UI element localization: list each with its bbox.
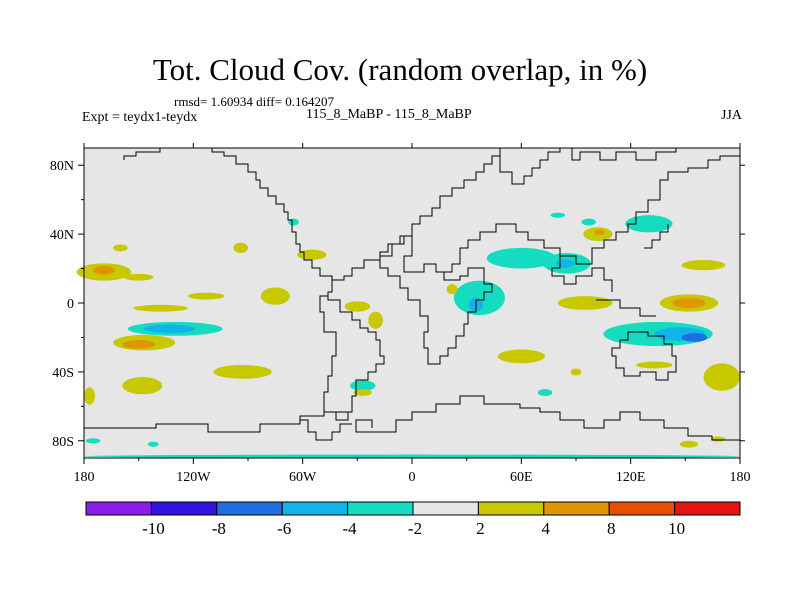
colorbar-label: 4 (542, 519, 551, 538)
coastline-japan (644, 224, 669, 249)
coastline-layer (84, 147, 740, 441)
x-tick-label: 120W (176, 470, 211, 485)
axes-layer: 180 120W 60W 0 60E 120E 180 80N 40N 0 40S 80S (50, 143, 751, 485)
y-tick-label: 0 (67, 297, 74, 312)
x-tick-label: 60W (289, 470, 317, 485)
colorbar-swatch (85, 501, 152, 516)
experiment-label: Expt = teydx1-teydx (82, 110, 198, 125)
anomaly-region (497, 349, 546, 364)
anomaly-region (113, 244, 128, 252)
anomaly-region (672, 297, 706, 309)
colorbar-swatch (216, 501, 283, 516)
anomaly-region (84, 387, 95, 405)
y-tick-label: 40N (50, 228, 74, 243)
season-label: JJA (720, 108, 742, 123)
anomaly-region (122, 377, 163, 395)
anomaly-region (594, 229, 606, 235)
anomaly-region (124, 273, 154, 281)
colorbar-label: 8 (607, 519, 616, 538)
x-tick-label: 60E (510, 470, 533, 485)
anomaly-region (550, 212, 566, 218)
anomaly-region (625, 215, 673, 233)
coastline-antarctica (84, 395, 740, 441)
anomaly-region (486, 247, 556, 269)
colorbar-label: 10 (668, 519, 685, 538)
anomaly-region (368, 311, 383, 329)
colorbar-swatch (347, 501, 414, 516)
colorbar-swatch (674, 501, 741, 516)
rmsd-diff-stats: rmsd= 1.60934 diff= 0.164207 (174, 94, 334, 109)
x-tick-label: 180 (74, 470, 95, 485)
anomaly-region (187, 292, 225, 300)
y-tick-label: 80S (52, 435, 74, 450)
anomaly-region (557, 296, 613, 310)
anomaly-region (85, 438, 101, 444)
y-tick-label: 80N (50, 159, 74, 174)
anomaly-region (344, 301, 371, 312)
coastline-southeast-asia (551, 256, 613, 292)
colorbar-label: -10 (142, 519, 165, 538)
anomaly-region (710, 436, 726, 442)
colorbar: -10 -8 -6 -4 -2 2 4 8 10 (85, 501, 741, 538)
anomaly-region (537, 389, 553, 396)
coastline-asia (444, 155, 740, 273)
coastline-indonesia (596, 299, 656, 317)
case-label: 115_8_MaBP - 115_8_MaBP (306, 107, 472, 122)
anomaly-region (581, 218, 597, 226)
colorbar-swatch (281, 501, 349, 516)
anomaly-region (213, 365, 272, 379)
anomaly-region (679, 440, 699, 448)
anomaly-region (703, 363, 740, 391)
coastline-antarctic-peninsula (300, 419, 352, 441)
anomaly-region (260, 287, 290, 305)
anomaly-region (144, 324, 196, 334)
colorbar-label: -2 (408, 519, 422, 538)
y-tick-label: 40S (52, 366, 74, 381)
anomaly-region (297, 249, 327, 260)
coastline-australia (611, 331, 677, 381)
coastline-north-america (123, 147, 501, 281)
anomaly-region (570, 368, 582, 376)
map-background (84, 148, 740, 458)
x-tick-label: 120E (616, 470, 646, 485)
coastline-south-america (319, 280, 385, 421)
chart-title: Tot. Cloud Cov. (random overlap, in %) (152, 52, 648, 87)
colorbar-swatch (412, 501, 479, 516)
anomaly-region (681, 259, 726, 271)
coastline-greenland (499, 148, 561, 185)
colorbar-swatch (608, 501, 676, 516)
anomaly-region (555, 259, 575, 268)
anomaly-region (446, 284, 458, 295)
anomaly-region (353, 389, 372, 396)
anomaly-region (93, 265, 115, 275)
colorbar-label: 2 (476, 519, 485, 538)
anomaly-region (681, 333, 708, 342)
x-tick-label: 180 (730, 470, 751, 485)
anomaly-region (147, 441, 159, 447)
colorbar-label: -8 (212, 519, 226, 538)
anomaly-region (84, 454, 740, 458)
anomaly-region (133, 304, 188, 312)
colorbar-label: -6 (277, 519, 291, 538)
colorbar-swatch (543, 501, 610, 516)
colorbar-label: -4 (343, 519, 358, 538)
anomaly-region (233, 242, 248, 254)
coastline-arctic-coast (560, 147, 740, 161)
anomaly-region (636, 361, 673, 369)
coastline-africa-eurasia (379, 236, 493, 365)
x-tick-label: 0 (409, 470, 416, 485)
anomaly-region (122, 340, 156, 349)
colorbar-swatch (477, 501, 545, 516)
colorbar-swatch (150, 501, 218, 516)
